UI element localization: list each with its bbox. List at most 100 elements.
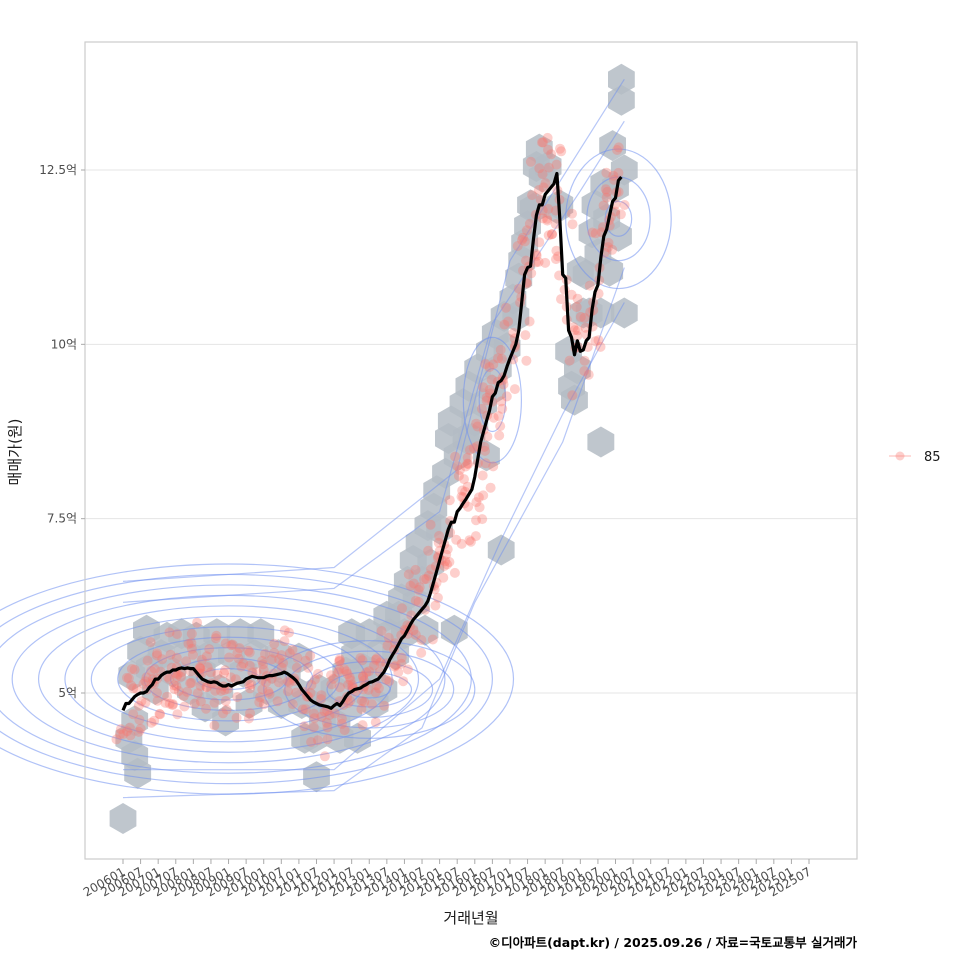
data-point	[146, 665, 157, 676]
data-point	[305, 650, 316, 661]
data-point	[520, 330, 531, 341]
data-point	[201, 682, 212, 693]
data-point	[312, 735, 323, 746]
data-point	[595, 341, 606, 352]
data-point	[165, 649, 176, 660]
data-point	[334, 654, 345, 665]
data-point	[232, 692, 243, 703]
data-point	[152, 695, 163, 706]
data-point	[551, 159, 562, 170]
data-point	[567, 208, 577, 219]
data-point	[219, 685, 230, 695]
plot-frame	[84, 41, 858, 860]
data-point	[465, 536, 476, 547]
data-point	[572, 293, 583, 304]
data-point	[146, 717, 157, 728]
data-point	[496, 396, 507, 407]
data-point	[459, 474, 469, 485]
data-point	[551, 245, 562, 256]
data-point	[403, 569, 414, 580]
data-point	[282, 686, 293, 697]
data-point	[122, 672, 132, 683]
data-point	[555, 143, 565, 154]
data-point	[300, 704, 311, 715]
data-point	[225, 672, 236, 683]
data-point	[496, 353, 507, 364]
data-point	[245, 683, 255, 694]
data-point	[279, 636, 290, 647]
data-point	[590, 228, 601, 239]
data-point	[258, 659, 268, 670]
data-point	[416, 647, 427, 658]
data-point	[501, 391, 512, 402]
data-point	[333, 667, 344, 678]
contour-line	[604, 200, 633, 237]
data-point	[220, 665, 231, 676]
data-point	[339, 725, 350, 736]
data-point	[357, 655, 368, 666]
hexbin	[561, 384, 588, 416]
data-point	[183, 638, 194, 649]
data-point	[172, 709, 183, 720]
data-point	[472, 421, 483, 432]
data-point	[572, 325, 583, 336]
data-point	[300, 655, 311, 666]
data-point	[583, 369, 594, 380]
data-point	[128, 709, 139, 720]
y-tick-label: 12.5억	[39, 163, 77, 177]
data-point	[195, 680, 206, 691]
data-point	[319, 706, 330, 717]
data-point	[442, 544, 453, 555]
data-point	[433, 537, 444, 548]
data-point	[584, 280, 595, 291]
data-point	[493, 353, 503, 364]
data-point	[438, 572, 449, 583]
data-point	[495, 344, 506, 355]
data-point	[471, 515, 481, 526]
data-point	[566, 289, 577, 300]
data-point	[243, 713, 254, 724]
hexbin	[534, 151, 562, 182]
data-point	[261, 677, 271, 688]
data-point	[398, 676, 409, 687]
data-point	[613, 142, 624, 153]
data-point	[464, 535, 475, 546]
data-point	[123, 673, 134, 684]
data-point	[303, 662, 314, 673]
data-point	[512, 241, 523, 251]
data-point	[598, 200, 609, 211]
data-point	[178, 691, 189, 702]
data-point	[567, 219, 578, 230]
data-point	[255, 692, 265, 703]
data-point	[473, 492, 484, 503]
data-point	[186, 628, 197, 639]
data-point	[439, 561, 450, 571]
data-point	[537, 205, 548, 216]
data-point	[336, 713, 347, 724]
data-point	[151, 650, 162, 661]
data-point	[462, 481, 473, 492]
data-point	[316, 690, 327, 701]
data-point	[564, 355, 575, 366]
contour-line	[90, 626, 367, 732]
data-point	[615, 209, 626, 220]
data-point	[227, 639, 238, 650]
data-point	[603, 237, 614, 248]
data-point	[509, 384, 520, 395]
data-point	[319, 751, 330, 762]
data-point	[462, 452, 473, 463]
data-point	[258, 699, 269, 710]
hexbin	[411, 614, 439, 646]
data-point	[405, 580, 416, 591]
data-point	[534, 163, 545, 174]
data-point	[209, 720, 220, 731]
data-point	[129, 664, 140, 675]
contour-line	[117, 636, 340, 722]
data-point	[402, 664, 413, 675]
data-point	[343, 698, 354, 708]
data-point	[453, 470, 464, 481]
contour-line	[326, 671, 413, 708]
data-point	[115, 724, 126, 735]
data-point	[382, 640, 393, 651]
data-point	[152, 648, 163, 659]
